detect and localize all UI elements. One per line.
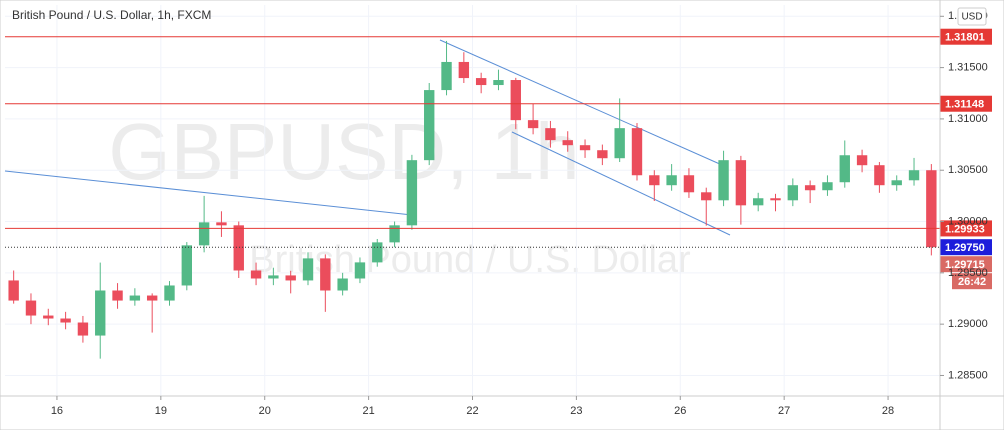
bid-box [940, 256, 992, 273]
watermark: GBPUSD, 1h [108, 107, 579, 196]
candle-body [631, 128, 643, 176]
candle-body [926, 170, 937, 248]
candle-body [735, 160, 747, 206]
candle-body [753, 198, 764, 206]
y-tick-label: 1.31500 [948, 62, 988, 74]
candle-body [77, 322, 89, 336]
countdown-box [952, 273, 992, 290]
candle-body [285, 275, 296, 281]
channel-upper [439, 39, 723, 166]
candle-body [493, 80, 504, 86]
currency: USD [961, 12, 982, 23]
candle-body [95, 290, 106, 336]
candle-body [146, 295, 158, 301]
channel-lower [511, 131, 731, 236]
level-label-box [940, 28, 992, 45]
trend-line [4, 170, 413, 216]
grid [5, 5, 940, 396]
y-tick-label: 1.30000 [948, 215, 988, 227]
candle-body [441, 61, 452, 91]
candle-body [787, 185, 799, 201]
candle-body [597, 150, 608, 159]
candle-body [302, 258, 314, 281]
candle-body [250, 270, 262, 279]
candle-body [718, 160, 729, 201]
y-tick-label: 1.30500 [948, 164, 988, 176]
level-label: 1.29750 [945, 242, 985, 254]
candle-body [406, 160, 418, 226]
candle-body [389, 225, 400, 243]
x-tick-label: 22 [466, 405, 478, 417]
x-tick-label: 21 [362, 405, 374, 417]
candle-body [649, 175, 660, 186]
candle-body [424, 90, 435, 161]
candles [8, 40, 937, 359]
candle-body [701, 192, 712, 201]
candle-body [683, 175, 695, 193]
candle-body [354, 262, 366, 279]
candle-body [233, 225, 244, 271]
candle-body [25, 300, 37, 316]
candle-body [337, 278, 348, 291]
candle-body [908, 170, 920, 181]
candle-body [475, 78, 487, 86]
candle-body [874, 165, 885, 186]
level-label-box [940, 239, 992, 256]
candle-body [8, 280, 19, 301]
candle-body [822, 182, 833, 191]
candle-body [891, 180, 902, 186]
candle-body [181, 245, 192, 286]
candle-body [164, 285, 175, 301]
x-tick-label: 23 [570, 405, 582, 417]
chart-title: British Pound / U.S. Dollar, 1h, FXCM [12, 8, 211, 22]
currency-box [957, 7, 987, 26]
candle-body [60, 318, 71, 323]
countdown: 26:42 [958, 276, 986, 288]
level-label: 1.31801 [945, 32, 985, 44]
candle-body [562, 140, 573, 146]
candle-body [458, 61, 470, 79]
x-tick-label: 19 [155, 405, 167, 417]
x-tick-label: 28 [882, 405, 894, 417]
candle-body [510, 80, 521, 121]
level-label: 1.31148 [945, 99, 984, 111]
y-tick-label: 1.28500 [948, 369, 988, 381]
candle-body [216, 222, 227, 226]
x-tick-label: 16 [51, 405, 63, 417]
candle-body [129, 295, 141, 301]
level-label: 1.29933 [945, 223, 985, 235]
candle-body [545, 128, 556, 141]
level-label-box [940, 95, 992, 112]
candle-body [320, 258, 331, 291]
candle-body [579, 145, 591, 151]
candle-body [198, 222, 210, 246]
levels: 1.31801 1.31148 1.29933 1.29750 1.29715 26:42 [5, 28, 992, 290]
candle-body [112, 290, 123, 301]
level-label-box [940, 220, 992, 237]
candle-body [372, 242, 383, 263]
candle-body [770, 198, 781, 201]
candle-body [614, 128, 625, 159]
y-tick-label: 1.31000 [948, 113, 988, 125]
candle-body [856, 155, 868, 166]
x-tick-label: 26 [674, 405, 686, 417]
y-tick-label: 1.29000 [948, 318, 988, 330]
candle-body [527, 120, 539, 129]
watermark-subtitle: British Pound / U.S. Dollar [249, 239, 691, 281]
candle-body [839, 155, 850, 183]
candle-body [804, 185, 816, 191]
x-tick-label: 27 [778, 405, 790, 417]
candle-body [268, 275, 279, 279]
candle-body [666, 175, 677, 186]
x-tick-label: 20 [259, 405, 271, 417]
candle-body [43, 315, 54, 319]
y-tick-label: 1.29500 [948, 267, 988, 279]
bid-label: 1.29715 [945, 259, 985, 271]
